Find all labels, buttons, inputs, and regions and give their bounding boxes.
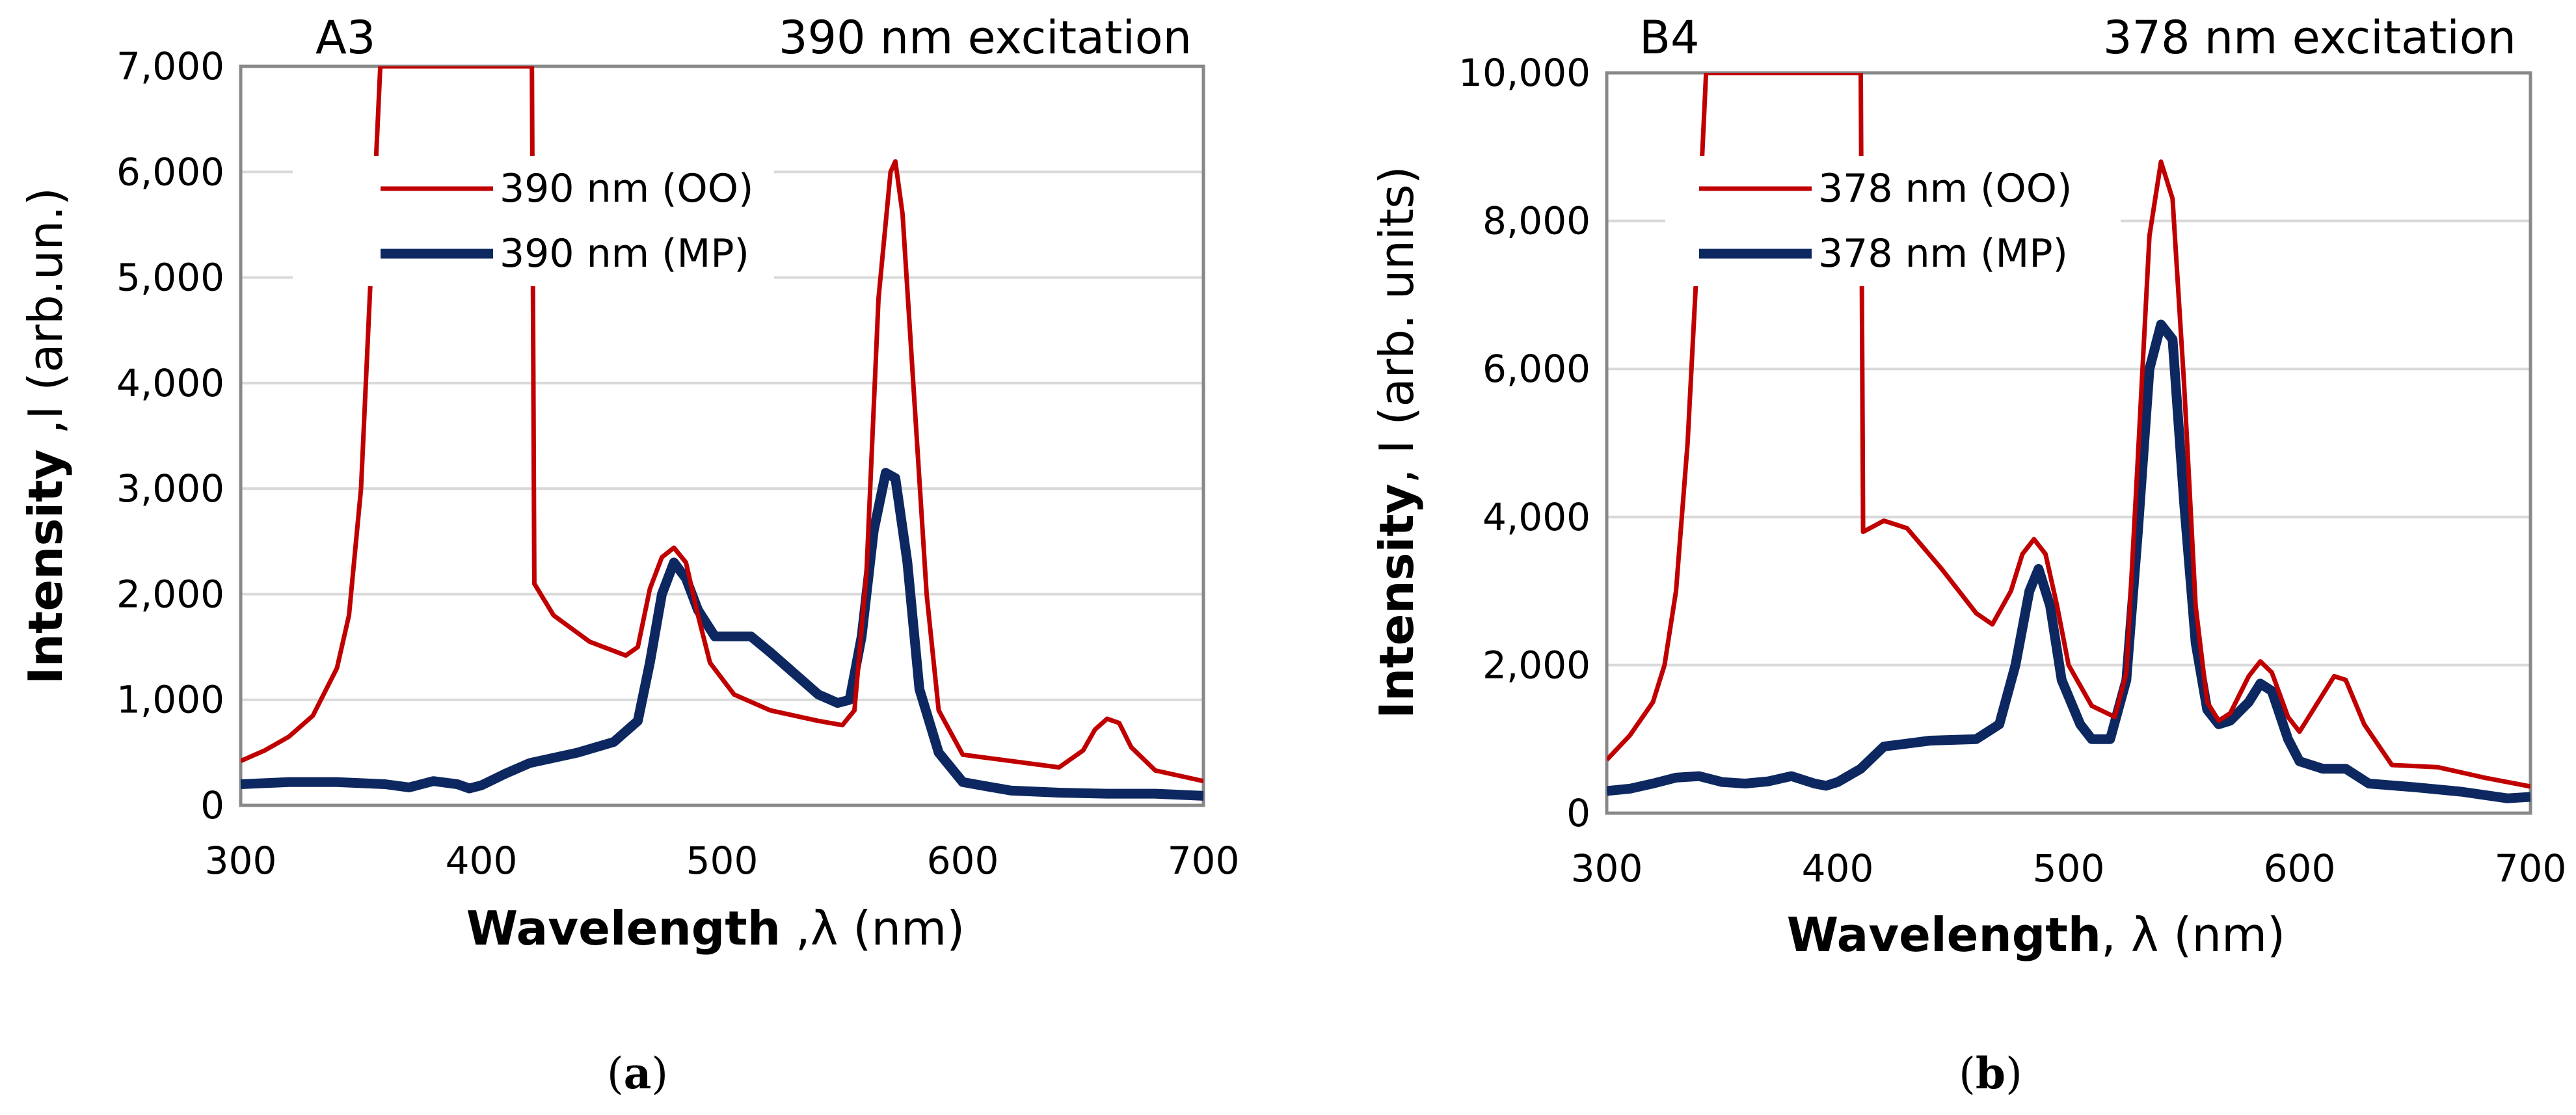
y-tick-labels: 0 2,000 4,000 6,000 8,000 10,000 — [1458, 51, 1590, 835]
x-tick-label: 400 — [1802, 846, 1874, 891]
y-axis-title-bold: Intensity — [18, 450, 73, 684]
x-tick-label: 700 — [1168, 839, 1240, 883]
legend-label-oo: 390 nm (OO) — [500, 166, 753, 211]
x-tick-label: 500 — [2033, 846, 2105, 891]
legend-label-mp: 390 nm (MP) — [500, 231, 749, 276]
legend: 378 nm (OO) 378 nm (MP) — [1665, 156, 2121, 286]
x-tick-labels: 300 400 500 600 700 — [205, 839, 1240, 883]
legend-label-oo: 378 nm (OO) — [1818, 166, 2072, 211]
y-tick-label: 6,000 — [1483, 347, 1590, 391]
excitation-annotation: 390 nm excitation — [779, 11, 1192, 64]
series-lines — [1607, 73, 2530, 803]
chart-panel-b: 0 2,000 4,000 6,000 8,000 10,000 300 400 500 600… — [1369, 11, 2566, 1099]
plot-frame — [1605, 71, 2532, 815]
y-tick-label: 2,000 — [116, 572, 224, 616]
series-line-oo — [1607, 73, 2530, 789]
y-tick-label: 2,000 — [1483, 643, 1590, 687]
plot-frame — [239, 64, 1205, 807]
y-tick-label: 7,000 — [116, 44, 224, 88]
y-axis-title-bold: Intensity — [1369, 483, 1424, 718]
series-line-mp — [1607, 319, 2530, 803]
y-tick-label: 3,000 — [116, 466, 224, 511]
legend: 390 nm (OO) 390 nm (MP) — [293, 156, 774, 286]
x-tick-label: 700 — [2495, 846, 2567, 891]
x-tick-label: 300 — [1571, 846, 1643, 891]
legend-background — [293, 156, 774, 286]
x-axis-title-rest: ,λ (nm) — [781, 901, 965, 956]
x-tick-label: 300 — [205, 839, 277, 883]
x-axis-title: Wavelength ,λ (nm) — [466, 901, 965, 956]
y-tick-label: 8,000 — [1483, 199, 1590, 243]
x-tick-label: 600 — [927, 839, 999, 883]
y-tick-label: 0 — [1566, 791, 1590, 835]
gridlines — [1607, 219, 2530, 667]
panel-label: B4 — [1639, 11, 1700, 64]
x-axis-title: Wavelength, λ (nm) — [1787, 907, 2285, 962]
caption-a-letter: a — [624, 1048, 652, 1099]
y-axis-title: Intensity ,I (arb.un.) — [18, 187, 73, 684]
caption-b-letter: b — [1976, 1048, 2006, 1099]
chart-panel-a: 0 1,000 2,000 3,000 4,000 5,000 6,000 7,000 300… — [18, 11, 1239, 1099]
x-axis-title-bold: Wavelength — [1787, 907, 2101, 962]
excitation-annotation: 378 nm excitation — [2103, 11, 2516, 64]
legend-background — [1665, 156, 2121, 286]
x-tick-label: 600 — [2264, 846, 2336, 891]
x-tick-label: 400 — [446, 839, 518, 883]
y-tick-label: 6,000 — [116, 150, 224, 194]
y-tick-label: 1,000 — [116, 678, 224, 722]
y-tick-label: 0 — [200, 783, 224, 827]
y-axis-title-rest: , I (arb. units) — [1369, 166, 1424, 483]
y-tick-labels: 0 1,000 2,000 3,000 4,000 5,000 6,000 7,000 — [116, 44, 224, 827]
y-tick-label: 4,000 — [1483, 495, 1590, 539]
x-tick-label: 500 — [686, 839, 758, 883]
legend-label-mp: 378 nm (MP) — [1818, 231, 2068, 276]
caption-b: (b) — [1959, 1048, 2022, 1099]
x-tick-labels: 300 400 500 600 700 — [1571, 846, 2567, 891]
y-tick-label: 5,000 — [116, 256, 224, 300]
x-axis-title-bold: Wavelength — [466, 901, 781, 956]
y-axis-title: Intensity, I (arb. units) — [1369, 166, 1424, 719]
panel-label: A3 — [315, 11, 375, 64]
y-tick-label: 10,000 — [1458, 51, 1590, 95]
y-tick-label: 4,000 — [116, 361, 224, 405]
y-axis-title-rest: ,I (arb.un.) — [18, 187, 73, 450]
caption-a: (a) — [607, 1048, 668, 1099]
series-line-mp — [241, 468, 1203, 801]
x-axis-title-rest: , λ (nm) — [2101, 907, 2285, 962]
